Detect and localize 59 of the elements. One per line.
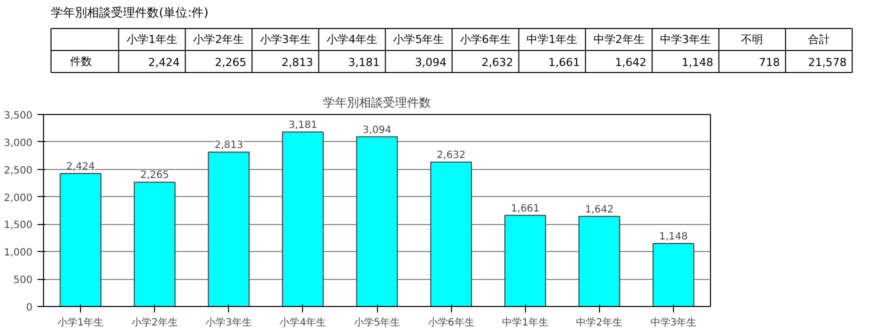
data-label: 1,148 [659,232,688,243]
text: 1,661 [548,56,580,69]
x-tick-label: 小学2年生 [131,316,178,328]
y-tick-label: 2,500 [4,165,33,176]
x-tick-label: 中学1年生 [502,316,548,328]
category-label: 中学2年生 [593,33,644,46]
data-label: 2,813 [214,140,244,152]
bar [282,132,324,306]
category-label: 中学3年生 [660,33,712,46]
text: 2,265 [214,56,246,69]
text: 3,094 [414,56,446,69]
data-label: 1,642 [585,204,614,216]
text: 718 [758,56,780,69]
x-tick-label: 小学4年生 [280,316,326,328]
bar [504,214,546,306]
x-tick-label: 中学3年生 [650,316,697,328]
x-tick-label: 中学2年生 [576,316,623,328]
bar [578,216,620,306]
data-label: 1,661 [510,203,540,214]
y-tick-label: 3,000 [4,138,33,149]
y-tick-label: 2,000 [4,192,33,204]
x-tick-label: 小学1年生 [57,316,104,328]
text: 1,642 [615,56,647,69]
text: 2,632 [482,56,514,69]
data-label: 3,181 [288,120,318,131]
bar [60,173,102,306]
category-label: 小学1年生 [126,33,178,46]
category-label: 小学4年生 [326,33,378,46]
text: 21,578 [808,56,847,69]
x-tick-label: 小学3年生 [206,316,252,328]
text: 1,148 [682,56,714,69]
category-label: 小学5年生 [393,33,444,46]
category-label: 小学3年生 [260,33,311,46]
category-label: 合計 [808,33,830,46]
text: 3,181 [348,56,380,69]
bar [430,162,472,306]
bar [356,136,398,306]
bar [134,182,176,306]
category-label: 小学2年生 [193,33,244,46]
category-label: 不明 [741,33,764,46]
y-tick-label: 1,000 [4,248,33,259]
data-label: 2,632 [436,150,466,162]
y-tick-label: 3,500 [4,110,33,122]
x-tick-label: 小学5年生 [354,316,400,328]
x-tick-label: 小学6年生 [428,316,474,328]
y-tick-label: 0 [26,302,33,314]
text: 2,813 [282,56,314,69]
y-tick-label: 1,500 [4,220,33,232]
bar [208,152,250,306]
text: 学年別相談受理件数(単位:件) [51,6,208,20]
category-label: 中学1年生 [526,33,578,46]
text: 2,424 [148,56,180,69]
bar [652,243,694,306]
data-label: 3,094 [362,124,392,136]
chart-title: 学年別相談受理件数 [323,96,431,110]
y-tick-label: 500 [13,275,33,286]
text: 件数 [70,55,92,68]
data-label: 2,265 [140,170,169,182]
category-label: 小学6年生 [460,33,511,46]
